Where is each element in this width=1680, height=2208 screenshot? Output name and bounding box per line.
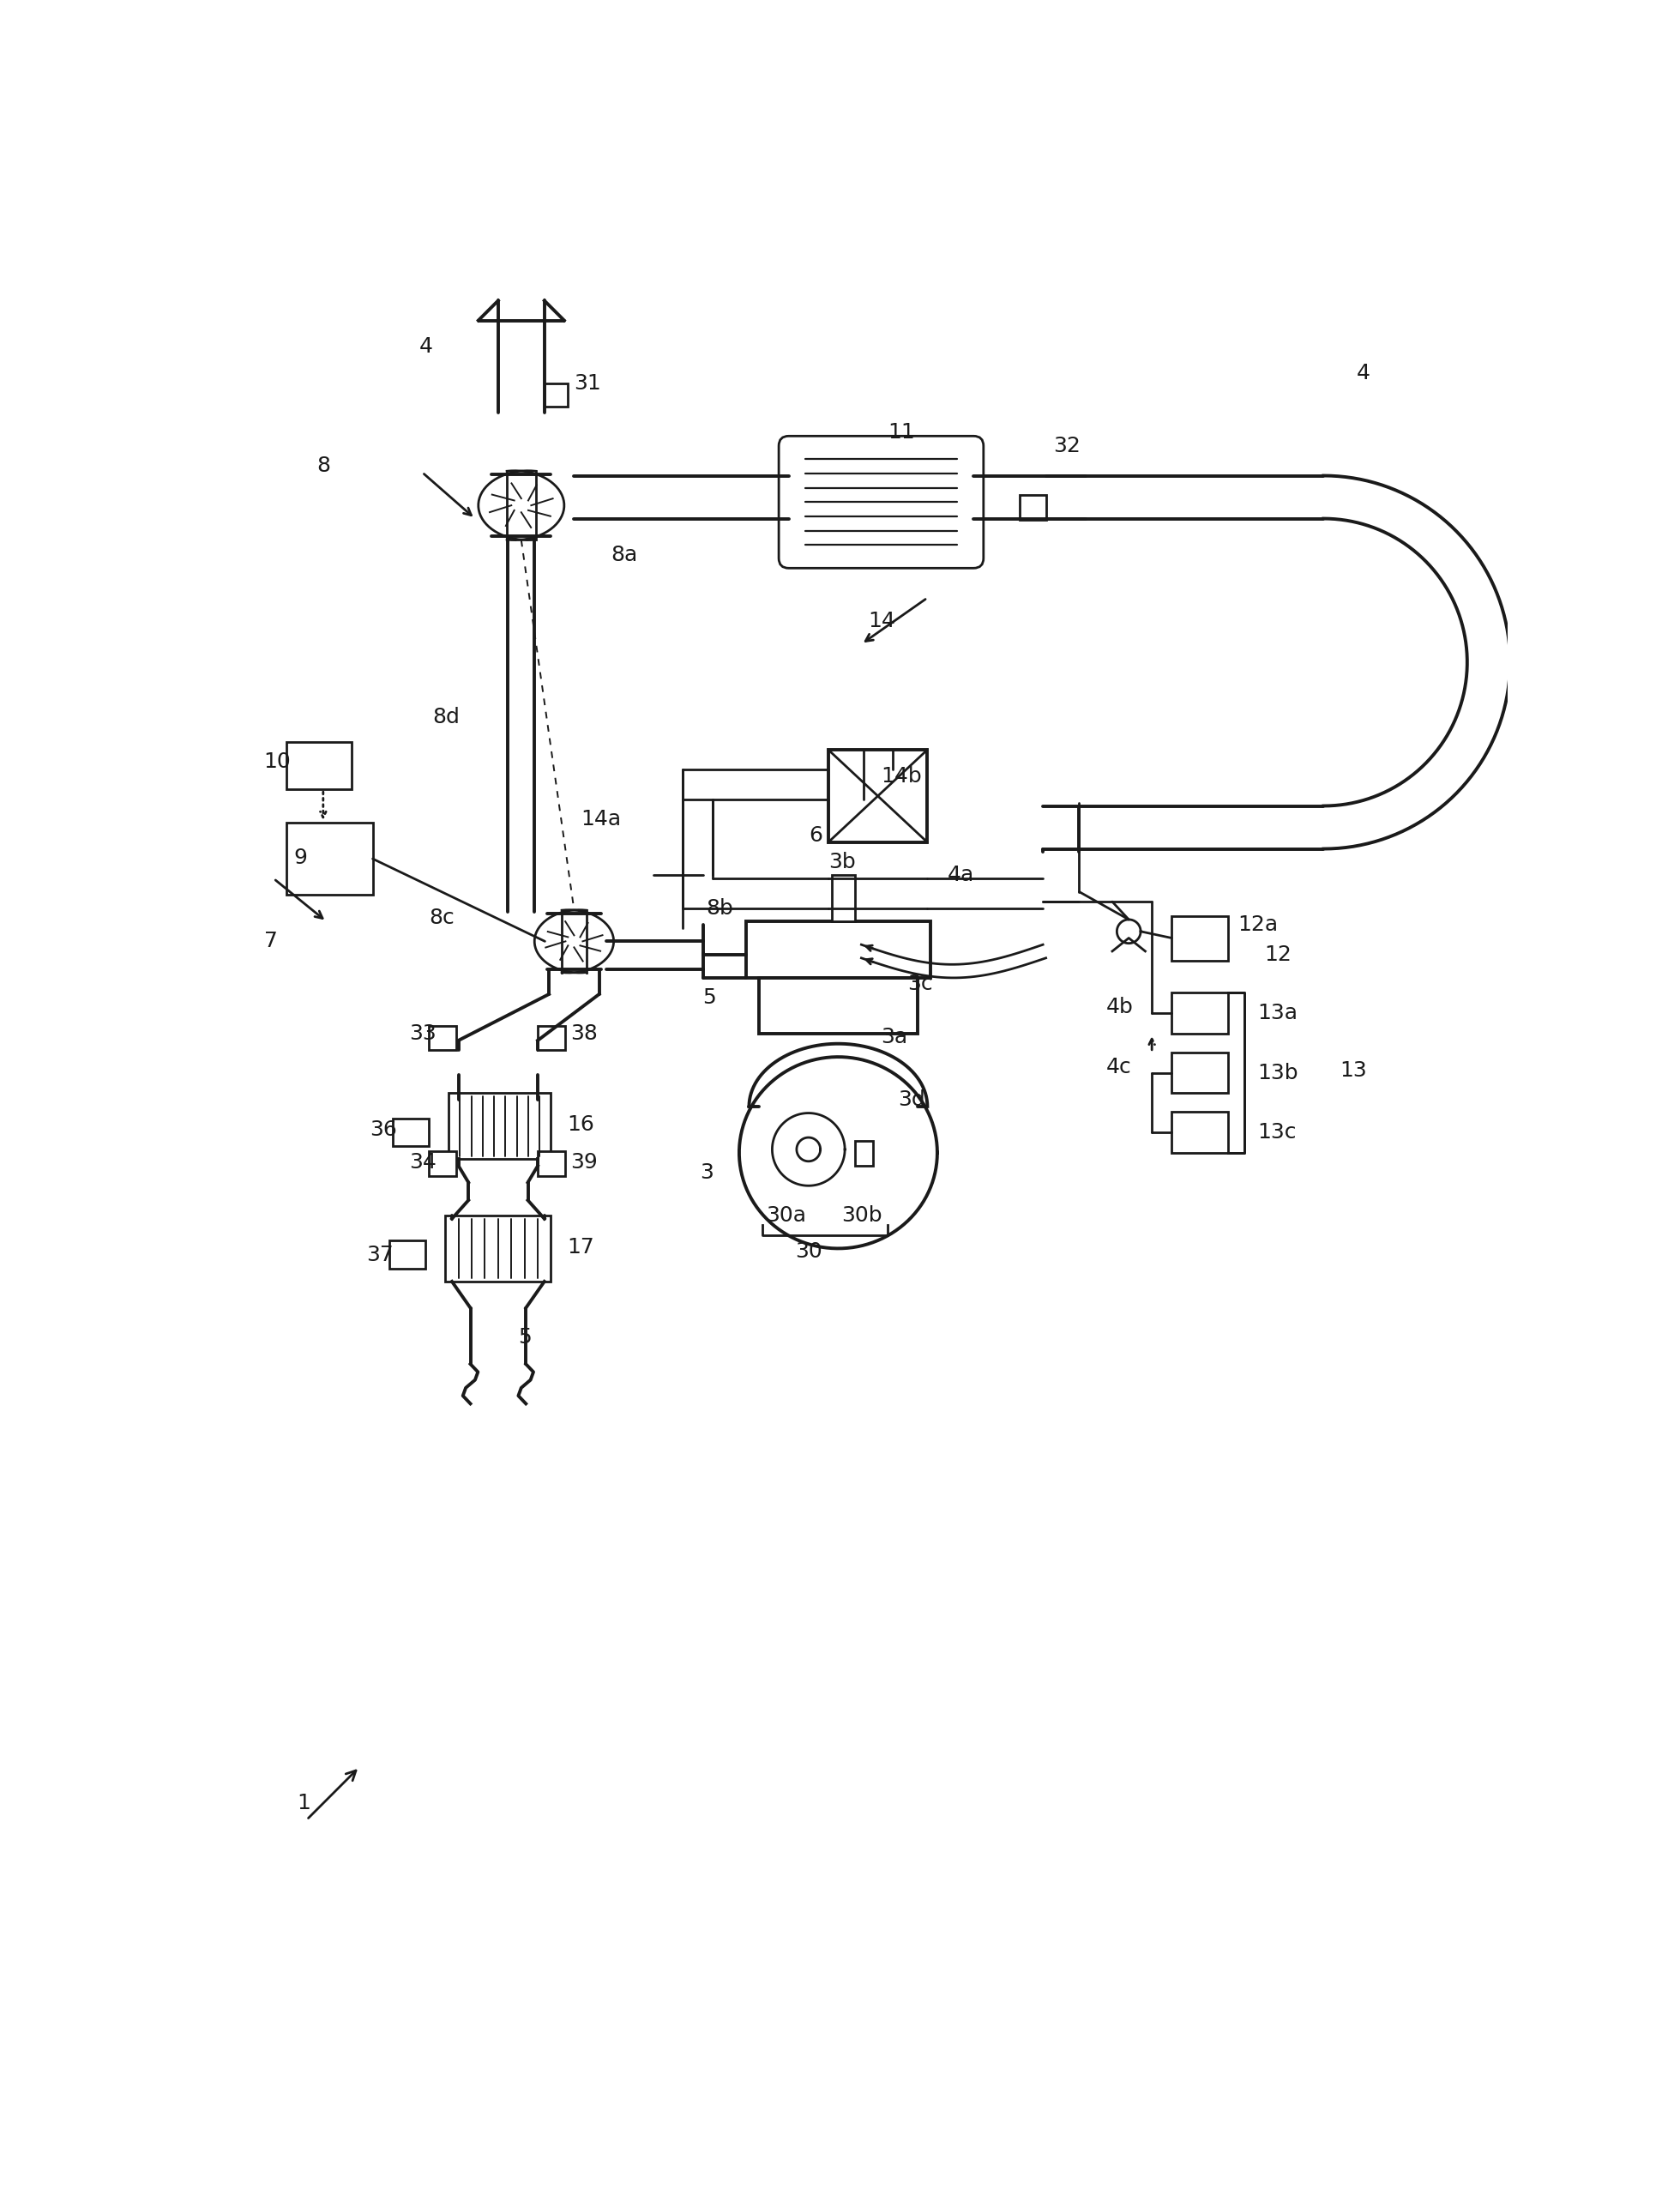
Text: 8b: 8b — [706, 899, 734, 919]
Text: 11: 11 — [887, 422, 916, 444]
Bar — [287, 742, 351, 790]
Text: 4b: 4b — [1105, 998, 1132, 1018]
Text: 14a: 14a — [581, 808, 622, 830]
Text: 30b: 30b — [842, 1206, 882, 1225]
Text: 30: 30 — [795, 1241, 823, 1263]
FancyBboxPatch shape — [780, 435, 983, 567]
Text: 32: 32 — [1053, 435, 1080, 457]
Text: 36: 36 — [370, 1119, 396, 1139]
Bar — [390, 1241, 425, 1267]
Bar — [1171, 994, 1228, 1033]
Bar — [759, 978, 917, 1033]
Text: 13c: 13c — [1258, 1122, 1297, 1142]
Text: 13a: 13a — [1258, 1002, 1299, 1025]
Bar — [287, 821, 373, 894]
Text: 10: 10 — [264, 751, 291, 773]
Text: 12: 12 — [1263, 945, 1292, 965]
Text: 17: 17 — [568, 1236, 595, 1256]
Text: 5: 5 — [702, 987, 716, 1007]
Text: 8a: 8a — [610, 545, 637, 565]
Text: 4: 4 — [1356, 362, 1371, 384]
Text: 8d: 8d — [432, 707, 459, 726]
Bar — [544, 384, 568, 406]
Text: 30a: 30a — [766, 1206, 806, 1225]
Bar — [538, 1027, 566, 1051]
Bar — [393, 1117, 428, 1146]
Bar — [1020, 495, 1047, 519]
Text: 5: 5 — [517, 1327, 531, 1347]
Bar — [855, 1142, 874, 1166]
Text: 9: 9 — [294, 848, 307, 868]
Text: 6: 6 — [808, 826, 822, 846]
Text: 13: 13 — [1341, 1060, 1368, 1080]
Text: 14: 14 — [869, 612, 895, 631]
Text: 4: 4 — [418, 336, 433, 358]
Text: 8: 8 — [316, 455, 331, 477]
Text: 8c: 8c — [428, 907, 454, 930]
Text: 4a: 4a — [948, 866, 974, 885]
Text: 7: 7 — [264, 932, 277, 952]
Text: 33: 33 — [408, 1025, 437, 1044]
Bar — [832, 874, 855, 921]
Bar — [1171, 916, 1228, 960]
Bar — [428, 1150, 457, 1177]
Text: 3c: 3c — [907, 974, 932, 994]
Bar — [449, 1093, 551, 1159]
Text: 37: 37 — [366, 1245, 393, 1265]
Text: 39: 39 — [571, 1153, 598, 1172]
Bar — [445, 1214, 551, 1281]
Text: 3b: 3b — [828, 852, 855, 872]
Bar — [1171, 1113, 1228, 1153]
Text: 3a: 3a — [880, 1027, 907, 1047]
Bar — [746, 921, 931, 978]
Bar — [828, 751, 927, 841]
Bar — [1171, 1053, 1228, 1093]
Bar — [428, 1027, 457, 1051]
Text: 38: 38 — [571, 1025, 598, 1044]
Text: 3: 3 — [699, 1161, 714, 1183]
Text: 34: 34 — [408, 1153, 437, 1172]
Text: 14b: 14b — [880, 766, 922, 786]
Text: 13b: 13b — [1258, 1062, 1299, 1084]
Text: 31: 31 — [575, 373, 601, 393]
Text: 4c: 4c — [1105, 1058, 1131, 1078]
Text: 12a: 12a — [1238, 914, 1278, 936]
Bar — [538, 1150, 566, 1177]
Text: 3d: 3d — [897, 1089, 926, 1111]
Text: 16: 16 — [568, 1115, 595, 1135]
Text: 1: 1 — [297, 1793, 311, 1813]
